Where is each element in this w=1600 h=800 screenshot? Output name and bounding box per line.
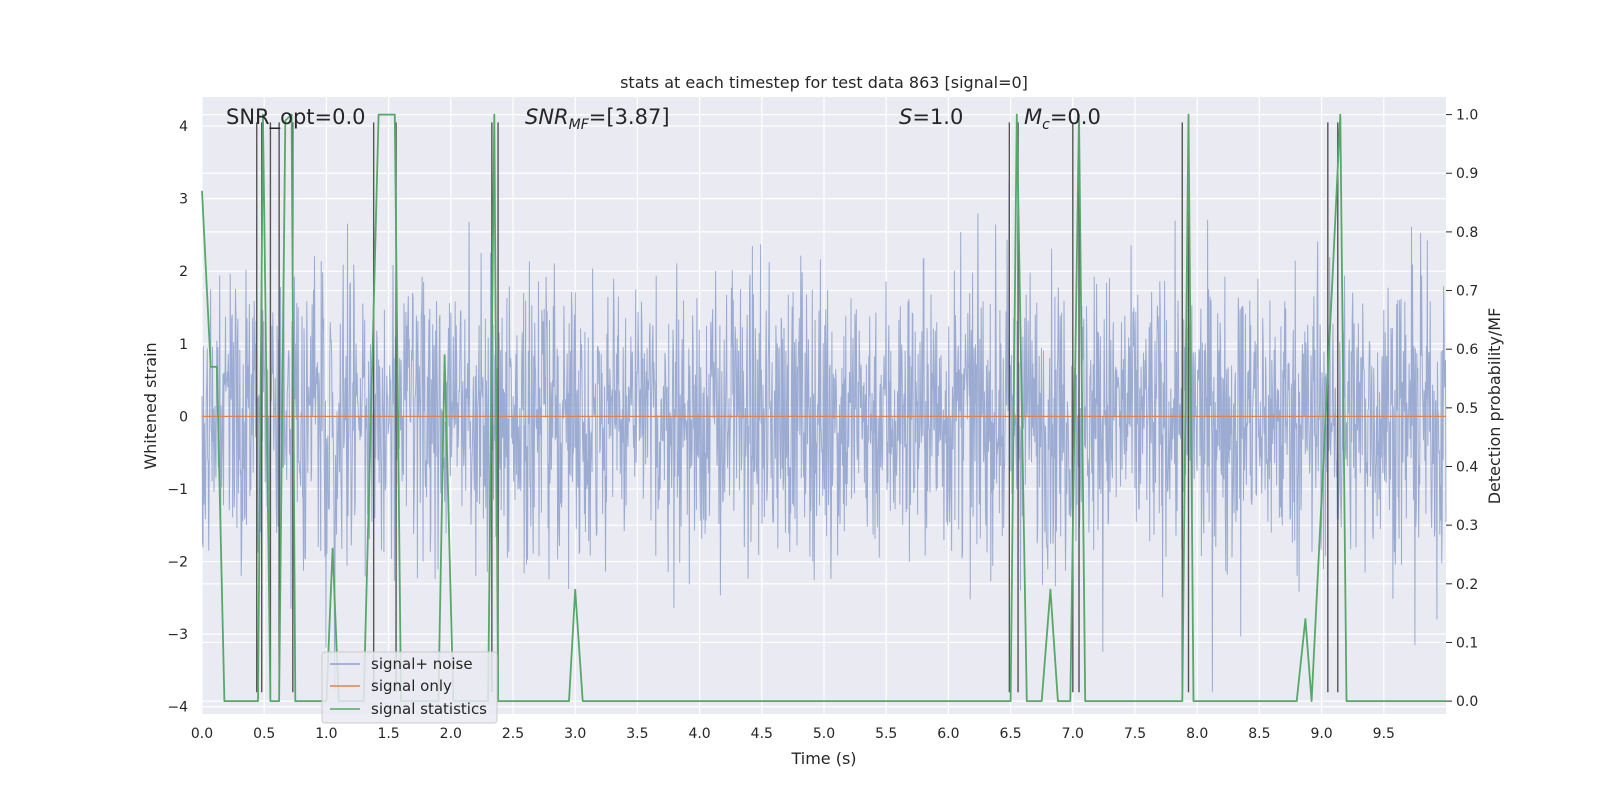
x-tick-label: 6.0 bbox=[937, 726, 959, 742]
y2-tick-label: 0.7 bbox=[1456, 284, 1478, 300]
x-tick-label: 3.0 bbox=[564, 726, 586, 742]
y-tick-label: −1 bbox=[167, 482, 188, 498]
snr-opt-annotation: SNR_opt=0.0 bbox=[226, 105, 366, 130]
snr-mf-value: =[3.87] bbox=[589, 105, 670, 129]
y2-tick-label: 0.4 bbox=[1456, 459, 1478, 475]
x-tick-label: 7.5 bbox=[1124, 726, 1146, 742]
noise-series bbox=[201, 179, 1447, 693]
y2-tick-label: 0.8 bbox=[1456, 225, 1478, 241]
x-tick-label: 1.0 bbox=[315, 726, 337, 742]
x-tick-label: 4.5 bbox=[751, 726, 773, 742]
x-tick-label: 6.5 bbox=[999, 726, 1021, 742]
signal-statistics-series bbox=[201, 113, 1446, 702]
y-axis-label: Whitened strain bbox=[141, 342, 160, 469]
x-tick-label: 5.5 bbox=[875, 726, 897, 742]
s-value: =1.0 bbox=[912, 105, 963, 129]
x-tick-label: 2.0 bbox=[440, 726, 462, 742]
y2-tick-label: 0.9 bbox=[1456, 166, 1478, 182]
mc-sub: c bbox=[1042, 117, 1050, 133]
y2-tick-label: 0.2 bbox=[1456, 577, 1478, 593]
y2-tick-label: 0.5 bbox=[1456, 401, 1478, 417]
x-tick-label: 8.0 bbox=[1186, 726, 1208, 742]
x-tick-label: 1.5 bbox=[377, 726, 399, 742]
s-annotation: S=1.0 bbox=[899, 105, 963, 129]
x-tick-label: 7.0 bbox=[1062, 726, 1084, 742]
y-tick-label: −4 bbox=[167, 700, 188, 716]
y-tick-label: 4 bbox=[179, 119, 188, 135]
x-tick-label: 3.5 bbox=[626, 726, 648, 742]
x-tick-label: 9.0 bbox=[1310, 726, 1332, 742]
y-tick-labels: −4 −3 −2 −1 0 1 2 3 4 bbox=[167, 119, 188, 716]
legend-label-noise: signal+ noise bbox=[371, 655, 473, 673]
legend-label-stats: signal statistics bbox=[371, 700, 487, 718]
y-tick-label: −3 bbox=[167, 627, 188, 643]
y2-tick-label: 0.0 bbox=[1456, 694, 1478, 710]
x-tick-label: 5.0 bbox=[813, 726, 835, 742]
x-tick-labels: 0.0 0.5 1.0 1.5 2.0 2.5 3.0 3.5 4.0 4.5 5.0 5.5 6.0 6… bbox=[191, 726, 1395, 742]
chart-title: stats at each timestep for test data 863… bbox=[620, 73, 1028, 92]
x-tick-label: 4.0 bbox=[688, 726, 710, 742]
x-axis-label: Time (s) bbox=[790, 749, 856, 768]
legend-label-signal: signal only bbox=[371, 677, 452, 695]
x-tick-label: 2.5 bbox=[502, 726, 524, 742]
y2-tick-label: 0.1 bbox=[1456, 635, 1478, 651]
y2-tick-labels: 0.0 0.1 0.2 0.3 0.4 0.5 0.6 0.7 0.8 0.9 1.0 bbox=[1446, 108, 1478, 710]
y-tick-label: 0 bbox=[179, 409, 188, 425]
y-tick-label: −2 bbox=[167, 555, 188, 571]
y-tick-label: 3 bbox=[179, 192, 188, 208]
signal-statistics-line bbox=[201, 113, 1446, 702]
y-tick-label: 1 bbox=[179, 337, 188, 353]
x-tick-label: 9.5 bbox=[1373, 726, 1395, 742]
snr-mf-sub: MF bbox=[569, 117, 590, 133]
x-tick-label: 0.5 bbox=[253, 726, 275, 742]
legend: signal+ noise signal only signal statist… bbox=[321, 651, 498, 724]
mc-value: =0.0 bbox=[1050, 105, 1101, 129]
legend-box bbox=[321, 651, 498, 724]
snr-mf-annotation: SNRMF=[3.87] bbox=[525, 105, 670, 133]
mc-annotation: Mc=0.0 bbox=[1024, 105, 1101, 133]
y2-tick-label: 1.0 bbox=[1456, 108, 1478, 124]
x-tick-label: 0.0 bbox=[191, 726, 213, 742]
mc-symbol: M bbox=[1024, 105, 1042, 129]
noise-trace bbox=[201, 179, 1447, 693]
y2-tick-label: 0.6 bbox=[1456, 342, 1478, 358]
y2-tick-label: 0.3 bbox=[1456, 518, 1478, 534]
y2-axis-label: Detection probability/MF bbox=[1485, 308, 1504, 505]
x-tick-label: 8.5 bbox=[1248, 726, 1270, 742]
snr-mf-main: SNR bbox=[525, 105, 569, 129]
s-symbol: S bbox=[899, 105, 912, 129]
y-tick-label: 2 bbox=[179, 264, 188, 280]
